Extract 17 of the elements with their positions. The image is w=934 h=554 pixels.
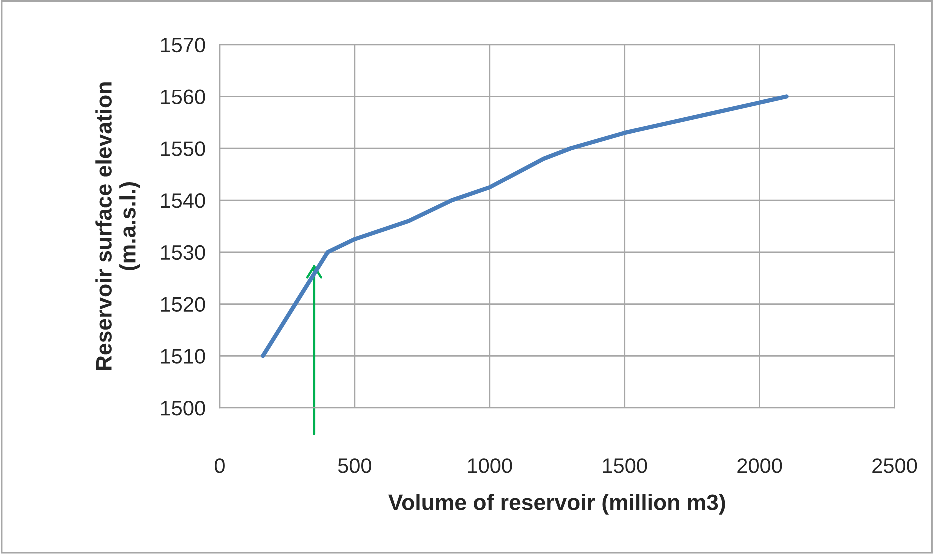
y-tick-label: 1520 bbox=[161, 297, 206, 312]
x-tick-label: 1000 bbox=[468, 458, 512, 474]
x-axis-title: Volume of reservoir (million m3) bbox=[388, 494, 726, 515]
x-tick-label: 500 bbox=[338, 458, 372, 474]
y-tick-label: 1570 bbox=[161, 38, 206, 53]
y-tick-label: 1500 bbox=[161, 401, 206, 416]
y-tick-label: 1550 bbox=[161, 142, 206, 156]
x-tick-label: 2500 bbox=[872, 458, 918, 474]
y-tick-label: 1540 bbox=[161, 194, 206, 208]
x-tick-label: 2000 bbox=[738, 458, 782, 474]
y-tick-label: 1510 bbox=[161, 349, 206, 364]
y-axis-title: Reservoir surface elevation (m.a.s.l.) bbox=[96, 82, 140, 370]
line-series bbox=[261, 94, 789, 358]
y-tick-label: 1560 bbox=[161, 90, 206, 105]
x-tick-label: 0 bbox=[214, 458, 225, 474]
x-tick-label: 1500 bbox=[603, 458, 648, 474]
y-tick-label: 1530 bbox=[161, 245, 206, 260]
